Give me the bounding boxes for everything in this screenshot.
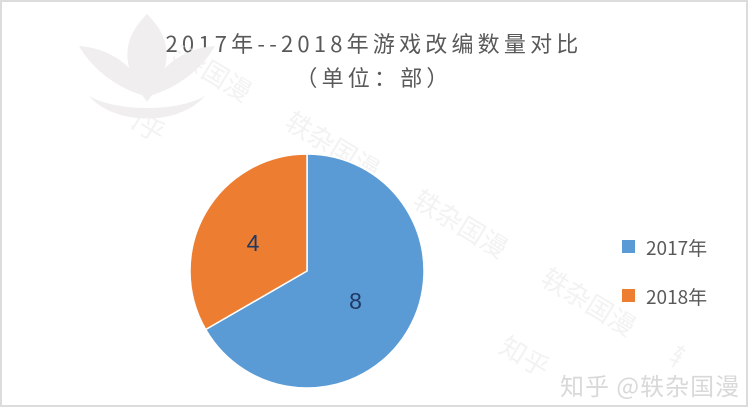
svg-text:4: 4 [247,230,260,256]
svg-text:8: 8 [349,288,362,314]
